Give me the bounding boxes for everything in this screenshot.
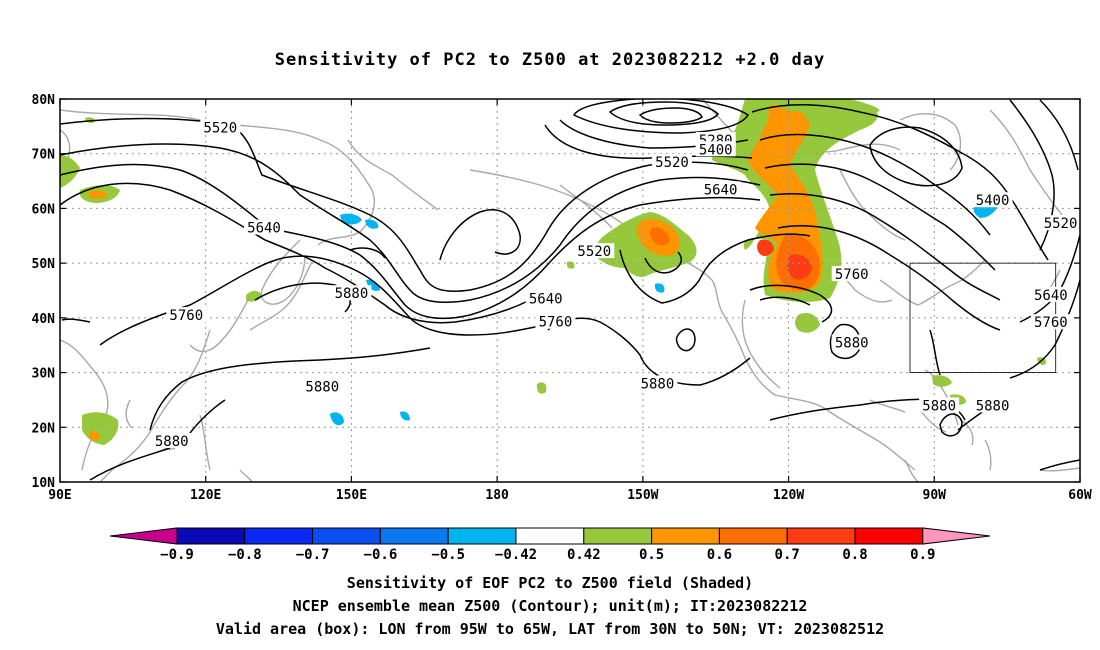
contour-label: 5880 — [155, 434, 189, 450]
contour-label: 5880 — [305, 379, 339, 395]
lon-tick-label: 90W — [923, 488, 947, 503]
lat-tick-label: 20N — [32, 421, 56, 436]
colorbar-label: −0.8 — [228, 547, 262, 563]
colorbar-bin — [718, 527, 788, 545]
colorbar-bin — [312, 527, 381, 545]
contour-label: 5520 — [577, 244, 611, 260]
colorbar-bin — [244, 527, 314, 545]
contour-label-bg — [637, 375, 678, 391]
contour-label-bg — [244, 219, 284, 235]
colorbar-label: −0.5 — [431, 547, 465, 563]
contour-label: 5880 — [835, 335, 869, 351]
lat-tick-label: 80N — [32, 93, 56, 108]
contour-label: 5520 — [203, 120, 237, 136]
lat-tick-label: 40N — [32, 312, 56, 327]
contour-label: 5400 — [976, 193, 1010, 209]
caption-line-2: NCEP ensemble mean Z500 (Contour); unit(… — [292, 597, 808, 615]
contour-label: 5520 — [1044, 216, 1078, 232]
colorbar-bin — [854, 527, 924, 545]
colorbar-bin — [176, 527, 246, 545]
contour-label-bg — [166, 307, 207, 323]
contour-label-bg — [700, 181, 741, 197]
lon-tick-label: 60W — [1068, 488, 1092, 503]
contour-label: 5640 — [1034, 288, 1068, 304]
contour-label-bg — [302, 378, 343, 394]
contour-label: 5880 — [922, 398, 956, 414]
lon-tick-label: 120E — [190, 488, 221, 503]
colorbar-label: −0.6 — [364, 547, 398, 563]
lat-tick-label: 10N — [32, 476, 56, 491]
contour-label: 5640 — [704, 182, 738, 198]
colorbar-bin — [379, 527, 449, 545]
colorbar-bin — [651, 527, 720, 545]
contour-label-bg — [1030, 286, 1071, 302]
contour-label-bg — [525, 290, 566, 306]
contour-labels: 5520564057605880588058805280540055205640… — [151, 119, 1081, 450]
contour-label-bg — [200, 119, 241, 135]
colorbar-label: 0.8 — [842, 547, 867, 563]
contour-label-bg — [535, 313, 576, 329]
colorbar-label: −0.7 — [296, 547, 330, 563]
colorbar-bin — [447, 527, 517, 545]
contour-label-bg — [831, 266, 872, 282]
contour-label: 5640 — [529, 292, 563, 308]
colorbar-label: 0.6 — [707, 547, 732, 563]
lon-tick-label: 150E — [336, 488, 367, 503]
lat-tick-label: 70N — [32, 148, 56, 163]
colorbar-bin — [515, 527, 585, 545]
contour-label: 5880 — [335, 286, 369, 302]
contour-label-bg — [831, 334, 872, 350]
colorbar-label: −0.9 — [160, 547, 194, 563]
plot-frame — [59, 98, 1081, 483]
lon-tick-label: 90E — [48, 488, 71, 503]
contour-label-bg — [695, 141, 736, 157]
colorbar-min-triangle — [109, 527, 178, 545]
axes: 90E 120E 150E 180 150W 120W 90W 60W 10N 20N 30N 40N… — [32, 93, 1092, 503]
contour-label-bg — [919, 397, 960, 413]
colorbar-label: 0.42 — [567, 547, 601, 563]
z500-contours — [60, 99, 1080, 481]
contour-label-bg — [1030, 314, 1071, 330]
contour-label-bg — [1040, 215, 1081, 231]
contour-label: 5760 — [539, 315, 573, 331]
contour-label-bg — [151, 432, 192, 448]
lon-tick-label: 120W — [773, 488, 804, 503]
contour-label: 5400 — [699, 142, 733, 158]
contour-label-bg — [972, 192, 1013, 208]
contour-label: 5880 — [641, 377, 675, 393]
colorbar-max-triangle — [922, 527, 991, 545]
contour-label: 5760 — [169, 308, 203, 324]
contour-label-bg — [972, 397, 1013, 413]
contour-label-bg — [574, 243, 615, 259]
caption-line-1: Sensitivity of EOF PC2 to Z500 field (Sh… — [346, 574, 754, 592]
caption-line-3: Valid area (box): LON from 95W to 65W, L… — [215, 620, 885, 638]
colorbar-label: 0.7 — [775, 547, 800, 563]
lon-tick-label: 150W — [627, 488, 658, 503]
colorbar: −0.9 −0.8 −0.7 −0.6 −0.5 −0.42 0.42 0.5 0.6 0.7 0.… — [109, 527, 991, 563]
colorbar-bin — [583, 527, 653, 545]
contour-label: 5760 — [1034, 315, 1068, 331]
contour-label-bg — [652, 153, 692, 169]
lat-tick-label: 30N — [32, 367, 56, 382]
contour-label: 5760 — [835, 267, 869, 283]
lat-tick-label: 60N — [32, 202, 56, 217]
contour-label: 5880 — [976, 398, 1010, 414]
sensitivity-shading — [60, 99, 1047, 445]
lon-tick-label: 180 — [485, 488, 509, 503]
colorbar-label: 0.9 — [910, 547, 935, 563]
lat-tick-label: 50N — [32, 257, 56, 272]
colorbar-label: 0.5 — [639, 547, 664, 563]
colorbar-bin — [786, 527, 856, 545]
contour-label: 5520 — [655, 155, 689, 171]
contour-label: 5640 — [247, 221, 281, 237]
contour-label-bg — [331, 285, 372, 301]
figure-title: Sensitivity of PC2 to Z500 at 2023082212… — [274, 50, 826, 70]
colorbar-label: −0.42 — [495, 547, 537, 563]
gridlines — [60, 99, 1081, 482]
